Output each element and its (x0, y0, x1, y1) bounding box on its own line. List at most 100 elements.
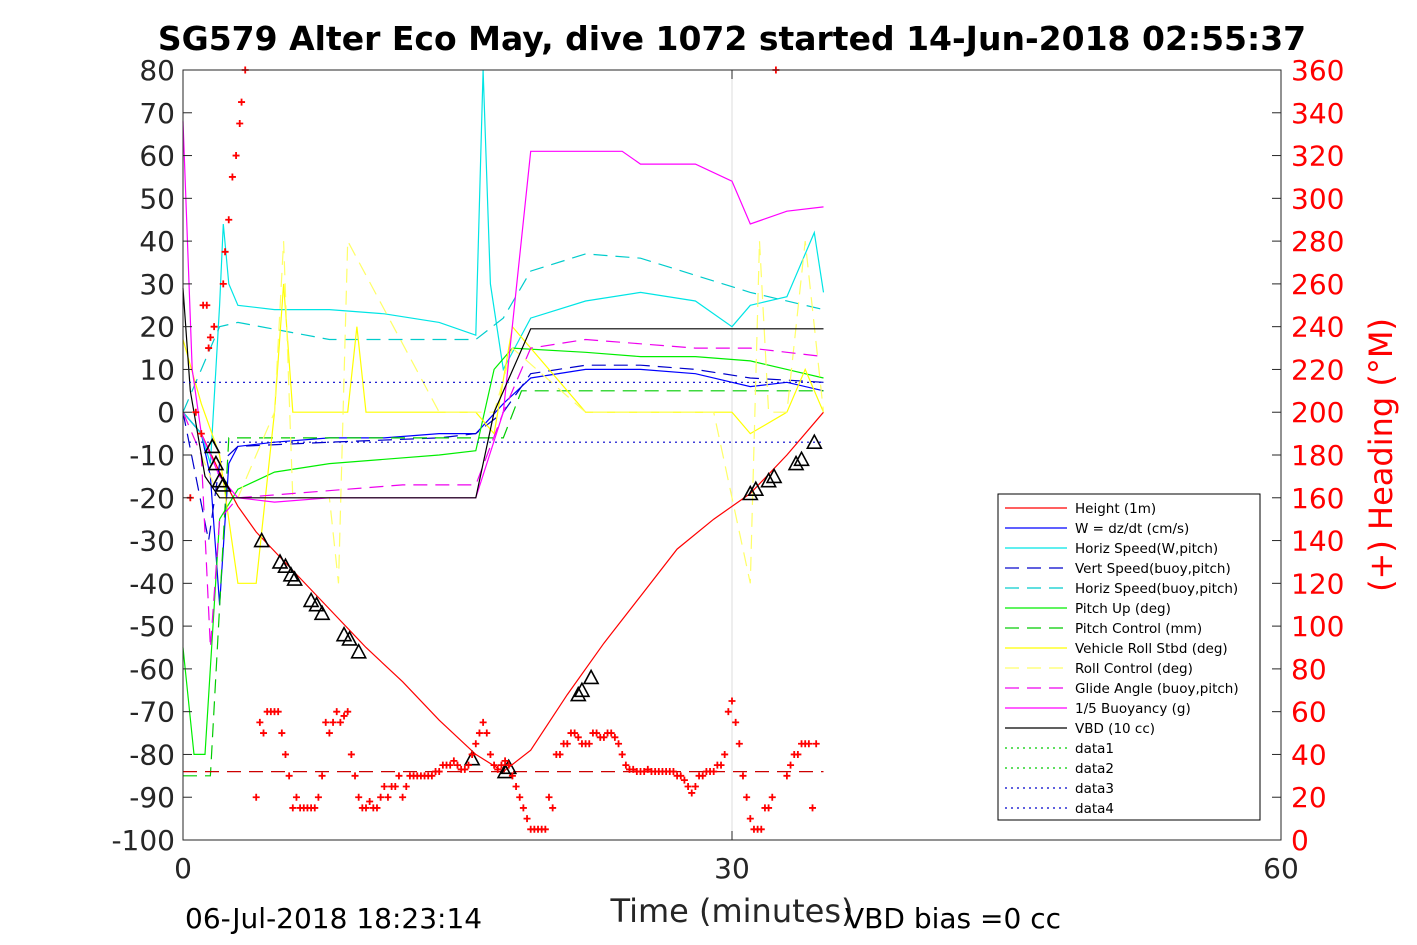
right-tick-label: 20 (1291, 781, 1327, 814)
right-tick-label: 80 (1291, 653, 1327, 686)
heading-point (221, 248, 229, 256)
left-tick-label: -90 (129, 781, 175, 814)
left-tick-label: -30 (129, 525, 175, 558)
heading-point (225, 216, 233, 224)
series-line-horiz-speed-buoy-pitch (182, 253, 824, 413)
heading-point (505, 761, 513, 769)
heading-point (479, 718, 487, 726)
legend-label: Vehicle Roll Stbd (deg) (1075, 641, 1228, 657)
triangle-markers (203, 433, 823, 779)
heading-point (556, 750, 564, 758)
heading-point (501, 757, 509, 765)
heading-point (549, 804, 557, 812)
legend-label: Glide Angle (buoy,pitch) (1075, 681, 1239, 697)
heading-point (399, 793, 407, 801)
series-line-horiz-speed-w-pitch (182, 69, 825, 464)
heading-point (256, 718, 264, 726)
right-tick-label: 240 (1291, 311, 1344, 344)
triangle-marker (253, 531, 271, 548)
triangle-marker (313, 604, 331, 621)
heading-point (355, 793, 363, 801)
heading-point (377, 793, 385, 801)
left-tick-label: -10 (129, 439, 175, 472)
legend-label: VBD (10 cc) (1075, 721, 1155, 737)
series-line-vbd-10-cc (182, 288, 824, 499)
heading-point (344, 708, 352, 716)
legend-label: Horiz Speed(W,pitch) (1075, 541, 1218, 557)
legend-label: W = dz/dt (cm/s) (1075, 521, 1189, 537)
heading-point (475, 729, 483, 737)
heading-point (571, 729, 579, 737)
heading-point (545, 793, 553, 801)
heading-point (486, 750, 494, 758)
right-tick-label: 220 (1291, 353, 1344, 386)
legend-label: data1 (1075, 741, 1114, 757)
left-tick-label: 60 (139, 140, 175, 173)
heading-point (260, 729, 268, 737)
heading-point (684, 783, 692, 791)
heading-point (688, 789, 696, 797)
triangle-marker (350, 643, 368, 659)
triangle-marker (500, 758, 518, 775)
right-tick-label: 160 (1291, 482, 1344, 515)
heading-points (187, 67, 820, 833)
heading-point (192, 408, 200, 416)
heading-point (435, 768, 443, 776)
left-tick-label: 10 (139, 353, 175, 386)
heading-point (461, 765, 469, 773)
heading-point (274, 708, 282, 716)
heading-point (680, 776, 688, 784)
series-line-pitch-control-mm (183, 390, 824, 777)
triangle-marker (765, 467, 783, 484)
triangle-marker (793, 450, 810, 467)
right-axis-label: (+) Heading (°M) (1362, 318, 1400, 592)
heading-point (454, 761, 461, 769)
x-tick-label: 60 (1263, 852, 1299, 885)
heading-point (490, 761, 498, 769)
right-tick-label: 300 (1291, 182, 1344, 215)
heading-point (721, 750, 729, 758)
left-axis-ticks: 80 70 60 50 40 30 20 10 0 -10 -20 -30 -40 -50 -60 -70 -8… (111, 54, 192, 857)
heading-point (464, 761, 472, 769)
heading-point (347, 750, 355, 758)
heading-point (765, 804, 773, 812)
heading-point (402, 783, 410, 791)
heading-point (600, 733, 608, 741)
triangle-marker (341, 630, 358, 646)
x-tick-label: 30 (714, 852, 750, 885)
footer-date: 06-Jul-2018 18:23:14 (185, 902, 482, 935)
legend-label: data3 (1075, 781, 1114, 797)
heading-point (593, 729, 601, 737)
triangle-marker (806, 433, 823, 449)
heading-point (333, 708, 341, 716)
heading-point (391, 783, 399, 791)
heading-point (728, 697, 736, 705)
heading-point (472, 740, 480, 748)
heading-point (450, 757, 458, 765)
heading-point (203, 301, 211, 309)
x-axis-label: Time (minutes) (610, 892, 854, 930)
left-tick-label: 20 (139, 311, 175, 344)
heading-point (717, 761, 725, 769)
left-tick-label: 80 (139, 54, 175, 87)
triangle-marker (741, 484, 759, 501)
heading-point (640, 768, 648, 776)
right-tick-label: 320 (1291, 140, 1344, 173)
left-tick-label: 40 (139, 225, 175, 258)
heading-point (362, 804, 370, 812)
heading-point (607, 729, 615, 737)
heading-point (743, 793, 751, 801)
right-tick-label: 140 (1291, 525, 1344, 558)
right-tick-label: 360 (1291, 54, 1344, 87)
heading-point (585, 740, 593, 748)
heading-point (519, 804, 527, 812)
heading-point (508, 772, 516, 780)
heading-point (541, 825, 549, 833)
right-tick-label: 100 (1291, 610, 1344, 643)
heading-point (809, 804, 817, 812)
triangle-marker (747, 480, 765, 497)
heading-point (512, 783, 520, 791)
heading-point (351, 772, 359, 780)
heading-point (311, 804, 319, 812)
heading-point (618, 750, 626, 758)
